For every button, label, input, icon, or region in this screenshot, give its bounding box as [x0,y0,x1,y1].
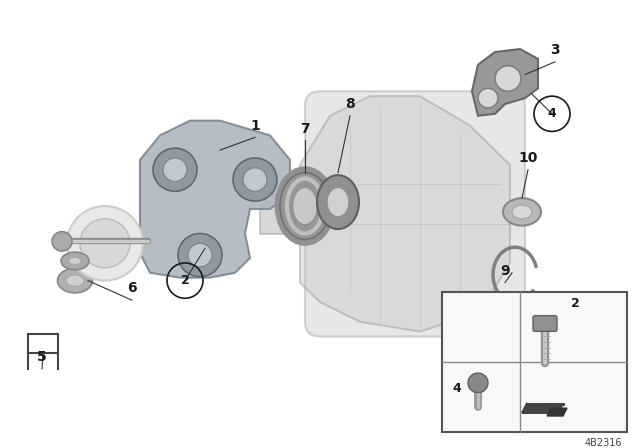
Text: 2: 2 [571,297,580,310]
Ellipse shape [512,205,532,219]
Ellipse shape [61,252,89,270]
Polygon shape [523,404,563,412]
FancyBboxPatch shape [442,293,627,432]
Circle shape [243,168,267,191]
Circle shape [178,233,222,277]
Text: 7: 7 [300,121,310,136]
Circle shape [67,206,143,280]
Polygon shape [140,121,290,278]
Circle shape [188,243,212,267]
Text: 8: 8 [345,97,355,111]
FancyBboxPatch shape [533,316,557,332]
Circle shape [478,88,498,108]
Text: 10: 10 [518,151,538,165]
Ellipse shape [69,257,81,265]
Polygon shape [547,408,567,416]
Text: 4B2316: 4B2316 [584,438,622,448]
Text: 4: 4 [452,382,461,395]
Text: 4: 4 [548,108,556,121]
Text: 9: 9 [500,264,510,278]
Ellipse shape [58,268,93,293]
Ellipse shape [292,187,317,225]
Circle shape [495,66,521,91]
Text: 1: 1 [250,119,260,133]
FancyBboxPatch shape [305,91,525,336]
Polygon shape [472,49,538,116]
Ellipse shape [280,172,330,239]
Ellipse shape [327,187,349,217]
Polygon shape [300,96,510,332]
Ellipse shape [503,198,541,226]
Text: 3: 3 [550,43,560,57]
Ellipse shape [317,175,359,229]
Circle shape [233,158,277,201]
Text: 5: 5 [37,350,47,364]
Polygon shape [260,194,305,233]
Circle shape [468,373,488,393]
Circle shape [153,148,197,191]
Circle shape [163,158,187,181]
Circle shape [52,232,72,251]
Text: 6: 6 [127,281,137,295]
Text: 2: 2 [180,274,189,287]
Ellipse shape [66,275,84,286]
Circle shape [80,219,130,268]
